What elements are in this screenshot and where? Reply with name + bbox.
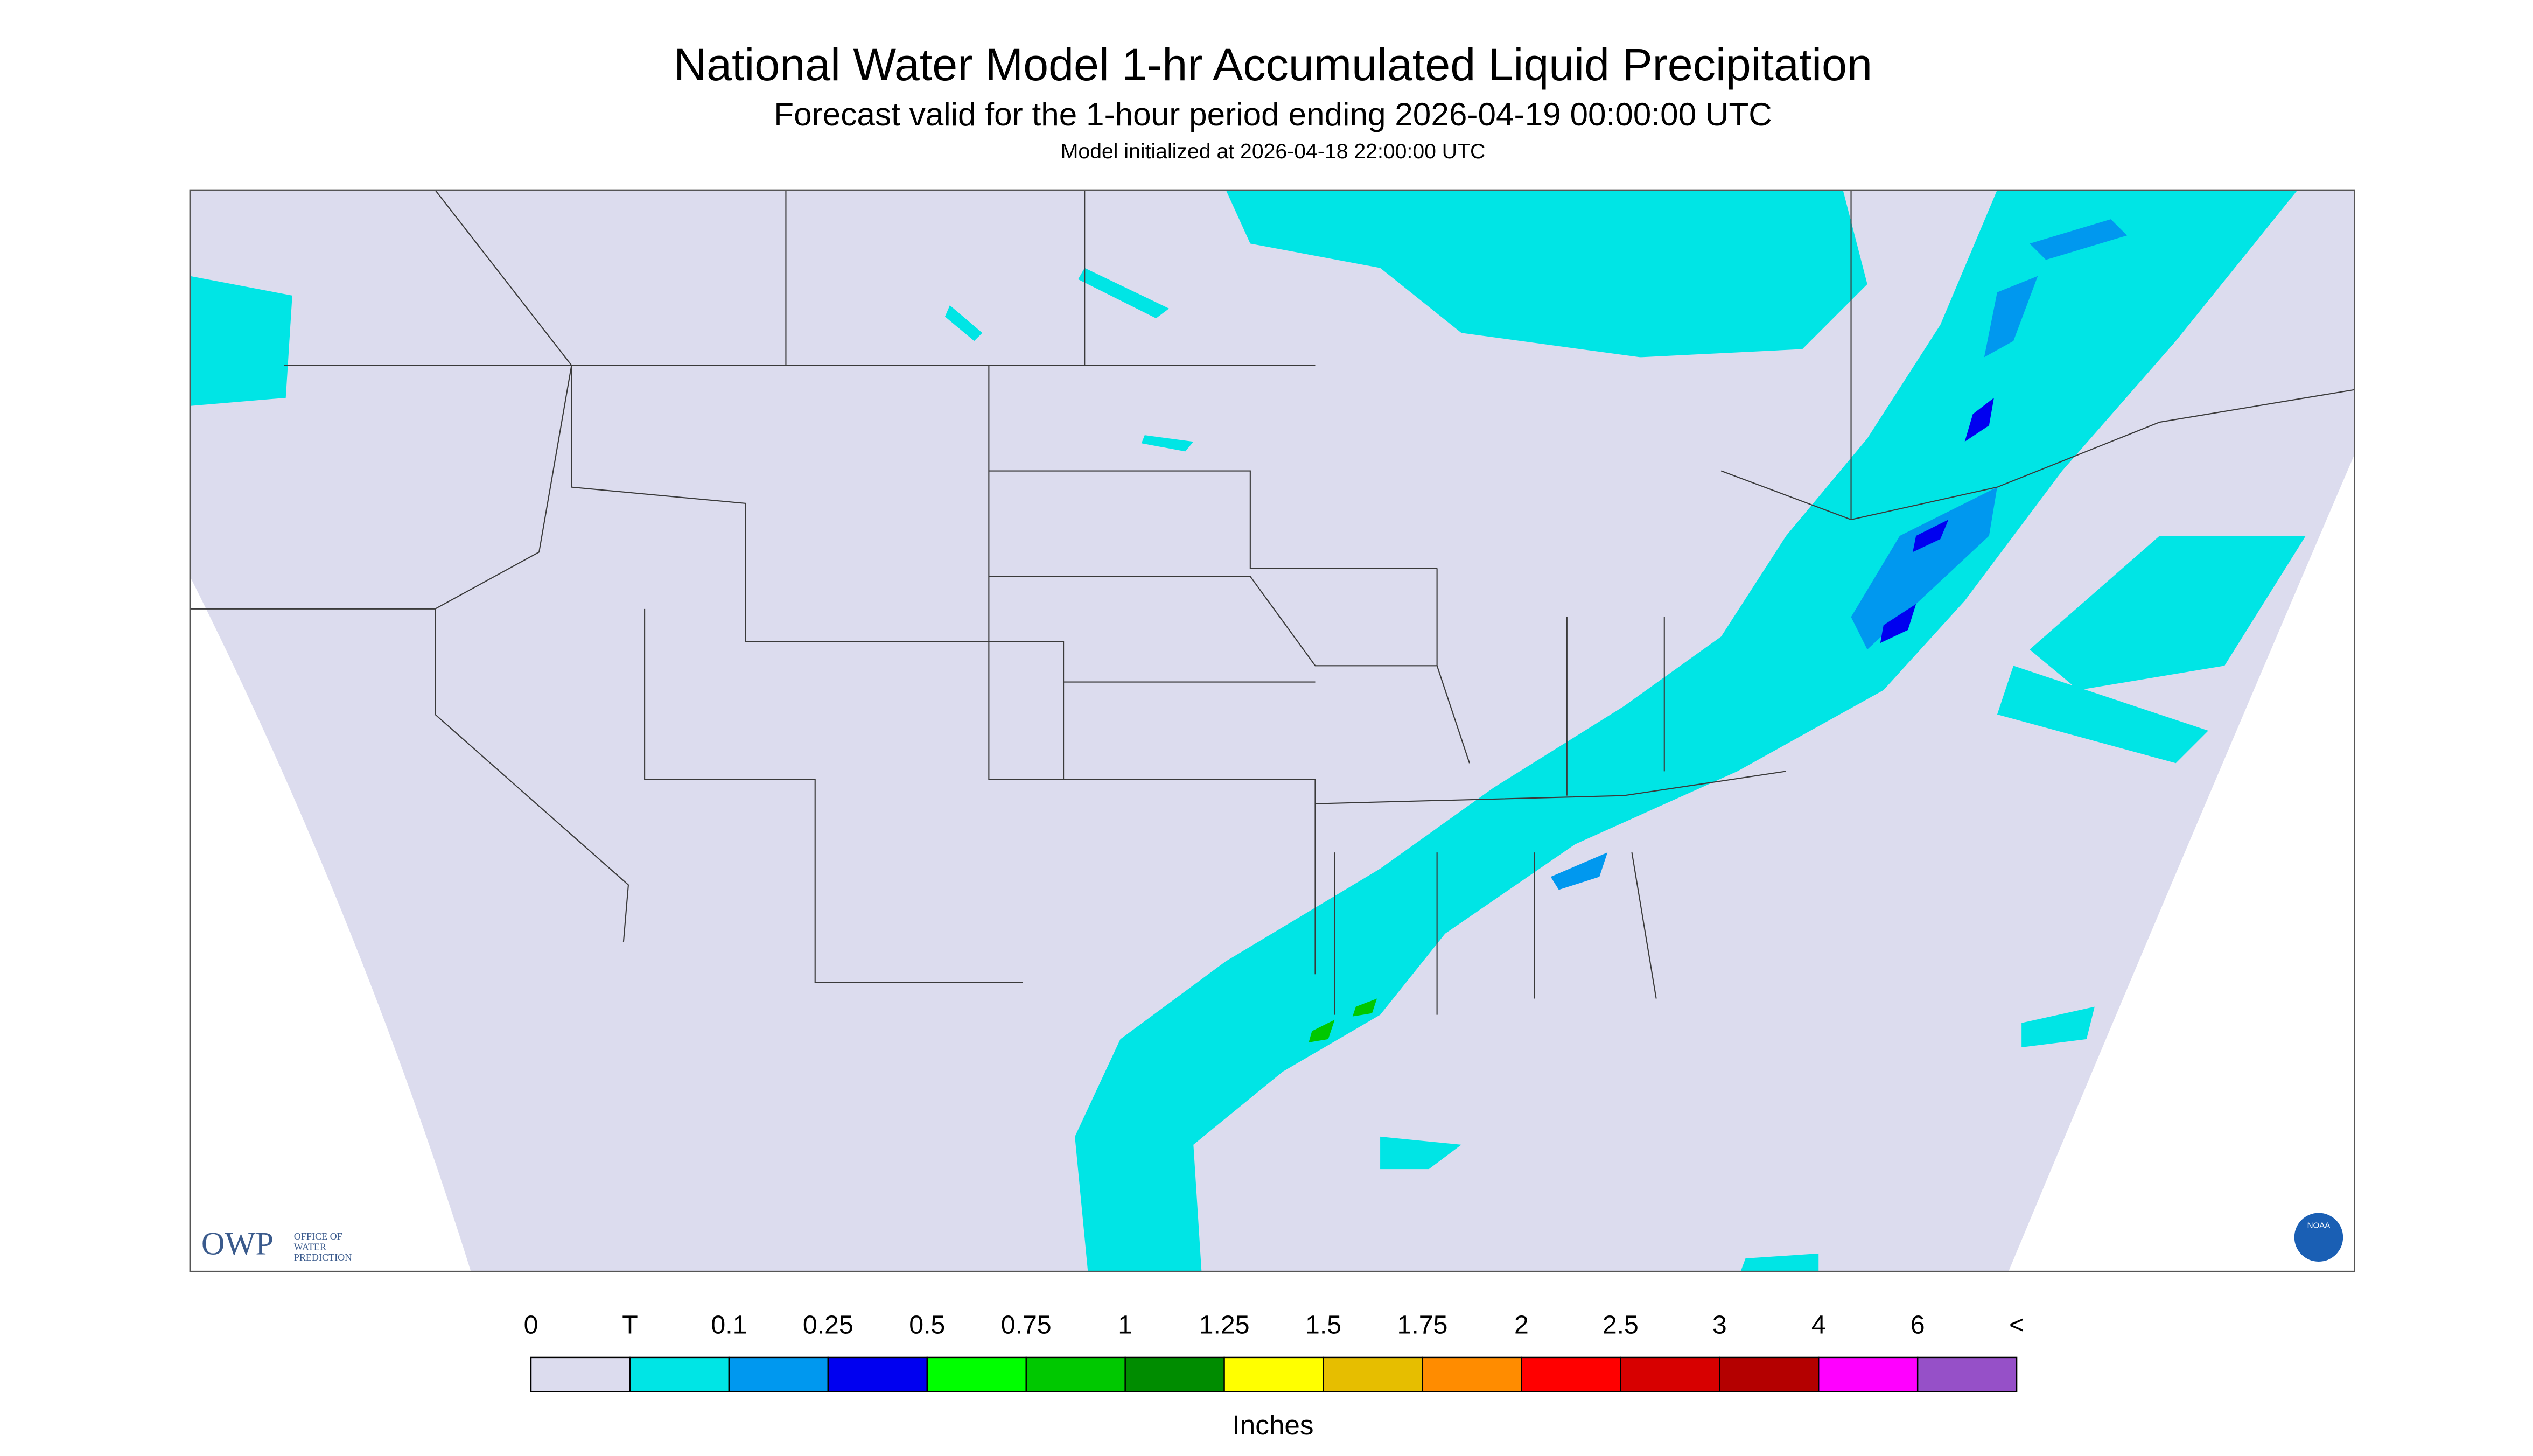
legend-label: 2.5 [1603,1310,1639,1339]
legend-label: 1.25 [1199,1310,1250,1339]
legend-swatch [827,1356,928,1392]
noaa-logo [2294,1213,2343,1262]
legend-label: 6 [1911,1310,1925,1339]
map-frame [189,189,2355,1272]
owp-full-line: PREDICTION [294,1252,352,1263]
legend-label: < [2009,1310,2024,1339]
boundaries [190,190,2355,1015]
outside-domain [190,576,471,1272]
legend-label: 1.75 [1397,1310,1448,1339]
precip-moderate [1880,397,1994,643]
legend-label: 0.75 [1001,1310,1052,1339]
legend-swatch [1719,1356,1820,1392]
noaa-label: NOAA [2307,1221,2331,1230]
legend-swatch [926,1356,1027,1392]
precip-heavy [1309,998,1377,1042]
legend-swatch [629,1356,730,1392]
legend-label: 0.25 [803,1310,853,1339]
legend-swatch [1025,1356,1126,1392]
legend-swatch [728,1356,829,1392]
legend-swatch [1521,1356,1621,1392]
owp-logo: OWP [201,1226,274,1262]
legend-label: 4 [1811,1310,1826,1339]
legend-label: 1 [1118,1310,1132,1339]
legend: 0 T 0.1 0.25 0.5 0.75 1 1.25 1.5 1.75 2 2.5 3 4 6 < [524,1310,2024,1392]
precip-light [1550,219,2128,890]
legend-label: 1.5 [1305,1310,1341,1339]
subtitle: Forecast valid for the 1-hour period end… [774,96,1772,132]
legend-swatch [530,1356,631,1392]
precip-trace [190,190,2306,1272]
legend-label: 0.1 [711,1310,747,1339]
legend-swatch [1818,1356,1919,1392]
legend-swatch [1124,1356,1225,1392]
legend-swatch [1323,1356,1423,1392]
init-time: Model initialized at 2026-04-18 22:00:00… [1061,140,1486,163]
legend-swatch [1422,1356,1522,1392]
legend-swatch [1620,1356,1720,1392]
legend-label: T [622,1310,638,1339]
owp-full-line: WATER [294,1242,327,1252]
legend-label: 3 [1712,1310,1727,1339]
title: National Water Model 1-hr Accumulated Li… [674,39,1872,90]
legend-unit: Inches [1233,1410,1314,1440]
legend-swatch [1223,1356,1324,1392]
legend-swatch [1916,1356,2018,1392]
legend-label: 2 [1514,1310,1529,1339]
outside-domain [2009,454,2355,1272]
legend-label: 0 [524,1310,538,1339]
legend-label: 0.5 [909,1310,945,1339]
owp-full-line: OFFICE OF [294,1231,342,1242]
